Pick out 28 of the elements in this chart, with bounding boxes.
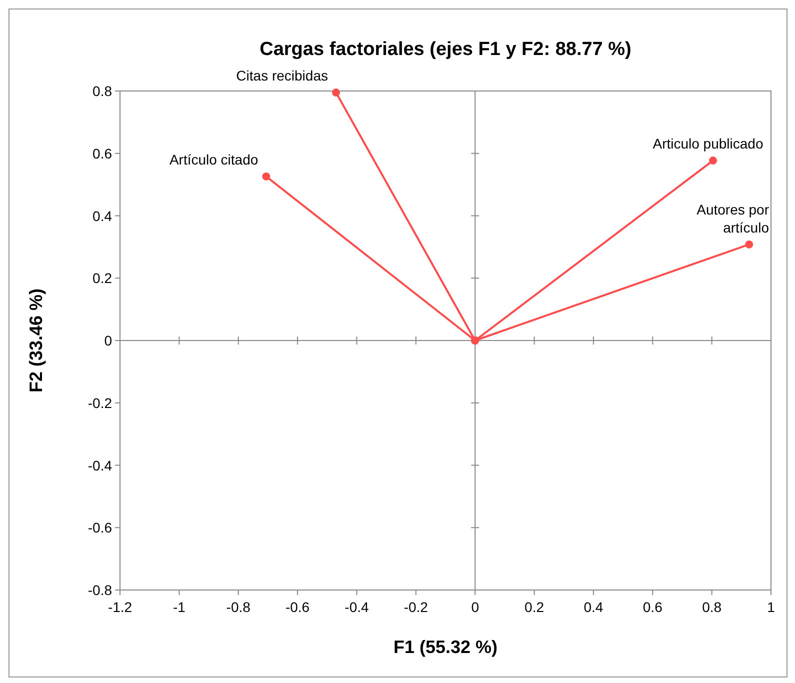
- x-tick-label: -0.8: [226, 599, 251, 615]
- x-tick-label: 0.4: [584, 599, 604, 615]
- x-tick-label: 0.8: [702, 599, 722, 615]
- series-label: Artículo citado: [169, 151, 258, 168]
- x-tick-label: -0.4: [344, 599, 370, 615]
- x-tick-label: -0.6: [285, 599, 310, 615]
- y-tick-label: -0.2: [88, 394, 112, 411]
- y-tick-label: -0.4: [88, 457, 112, 474]
- y-tick-label: -0.6: [88, 520, 112, 536]
- y-tick-label: 0.6: [92, 145, 112, 162]
- y-tick-label: -0.8: [88, 582, 112, 598]
- x-tick-label: 0.6: [642, 599, 663, 615]
- x-tick-label: -1.2: [108, 599, 132, 615]
- y-tick-label: 0.2: [92, 270, 112, 286]
- y-tick-label: 0: [104, 332, 112, 348]
- x-tick-label: -0.2: [404, 599, 428, 615]
- y-tick-label: 0.8: [92, 83, 112, 99]
- x-tick-label: 1: [767, 599, 776, 615]
- series-label: Citas recibidas: [236, 68, 328, 84]
- x-tick-label: -1: [172, 599, 186, 615]
- x-tick-label: 0: [471, 599, 480, 615]
- series-label: Articulo publicado: [652, 136, 764, 152]
- y-tick-label: 0.4: [92, 208, 112, 224]
- series-label: Autores por artículo: [696, 201, 770, 236]
- x-tick-label: 0.2: [524, 599, 544, 615]
- x-axis-title: F1 (55.32 %): [393, 637, 498, 657]
- y-axis-title: F2 (33.46 %): [26, 288, 46, 393]
- chart-title: Cargas factoriales (ejes F1 y F2: 88.77 %): [260, 39, 632, 60]
